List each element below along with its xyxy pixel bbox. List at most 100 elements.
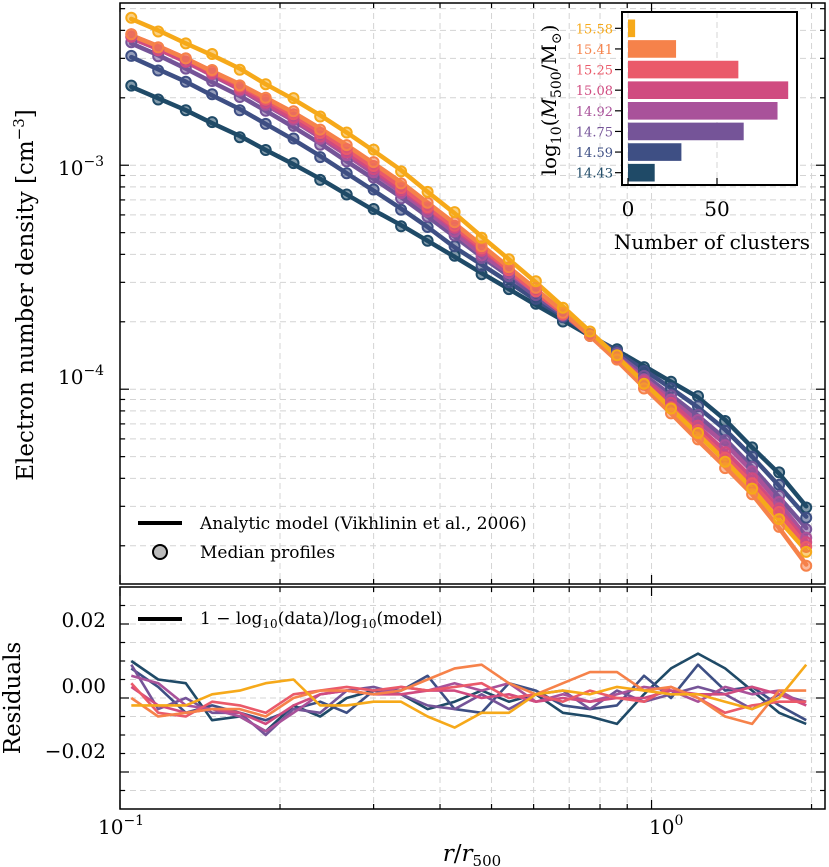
median-point-14.59-1 xyxy=(152,64,165,77)
inset-bar-14.75 xyxy=(628,122,744,141)
median-point-15.58-10 xyxy=(395,165,408,178)
median-point-14.59-5 xyxy=(259,117,272,130)
inset-ytick-label-15.41: 15.41 xyxy=(576,43,613,58)
median-point-15.41-2 xyxy=(179,52,192,65)
residual-line-14.92 xyxy=(130,674,807,733)
median-point-14.43-0 xyxy=(125,79,138,92)
inset-ytick-label-14.43: 14.43 xyxy=(576,167,613,182)
xtick-1e-1: 10−1 xyxy=(98,813,144,839)
inset-ticks: 15.58 15.41 15.25 15.08 14.92 14.75 14.59 14.43 xyxy=(576,22,718,185)
median-point-15.58-11 xyxy=(421,185,434,198)
residual-legend-label: 1 − log10(data)/log10(model) xyxy=(200,609,443,631)
median-point-14.43-22 xyxy=(719,415,732,427)
median-point-14.59-2 xyxy=(179,75,192,88)
residual-line-14.75 xyxy=(130,664,807,737)
residual-line-15.58 xyxy=(131,663,808,729)
inset-bar-15.25 xyxy=(628,60,739,79)
inset-bar-15.58 xyxy=(628,19,636,38)
inset-ytick-label-15.58: 15.58 xyxy=(576,22,613,37)
inset-x-axis-label: Number of clusters xyxy=(614,230,810,254)
median-point-14.43-25 xyxy=(800,501,813,514)
median-point-14.59-0 xyxy=(125,49,138,62)
median-point-15.41-12 xyxy=(448,216,461,229)
median-point-15.58-2 xyxy=(179,37,192,50)
median-point-14.43-6 xyxy=(287,157,300,170)
median-point-14.59-10 xyxy=(395,203,408,216)
median-point-15.41-11 xyxy=(421,196,434,209)
median-point-14.59-6 xyxy=(287,132,300,145)
inset-ytick-label-15.25: 15.25 xyxy=(576,64,613,79)
median-point-15.58-4 xyxy=(233,63,246,76)
main-ytick-1e-3: 10−3 xyxy=(58,154,104,180)
median-point-15.41-25 xyxy=(800,559,813,572)
median-point-15.58-19 xyxy=(638,377,650,390)
main-gridlines xyxy=(119,3,825,584)
main-axes-frame xyxy=(119,2,826,585)
median-point-14.59-8 xyxy=(340,167,353,180)
median-point-15.41-10 xyxy=(395,177,408,190)
median-point-15.58-22 xyxy=(719,455,732,468)
median-point-14.43-11 xyxy=(421,234,434,247)
median-point-15.41-0 xyxy=(125,28,138,41)
median-point-14.59-23 xyxy=(746,450,759,463)
inset-bar-14.59 xyxy=(628,143,682,161)
legend-data-marker xyxy=(152,544,168,560)
residual-line-15.41 xyxy=(130,663,807,726)
inset-xtick-0: 0 xyxy=(622,197,635,221)
median-point-15.58-17 xyxy=(584,325,596,338)
median-point-15.58-13 xyxy=(475,231,488,244)
inset-frame xyxy=(621,11,798,186)
median-point-14.43-8 xyxy=(340,188,353,201)
residual-ytick-0.02: 0.02 xyxy=(61,608,106,632)
median-point-14.59-7 xyxy=(314,151,327,164)
median-point-15.41-9 xyxy=(367,156,380,169)
median-point-14.43-24 xyxy=(773,466,786,479)
inset-bar-14.92 xyxy=(628,102,778,120)
main-ticks xyxy=(119,3,825,584)
median-point-15.58-25 xyxy=(800,545,813,558)
median-point-15.58-21 xyxy=(692,427,704,439)
main-y-axis-label: Electron number density [cm−3] xyxy=(10,109,39,481)
residual-ytick-0.00: 0.00 xyxy=(61,674,106,698)
residual-legend: 1 − log10(data)/log10(model) xyxy=(138,609,443,631)
median-point-15.58-3 xyxy=(206,48,219,60)
median-point-15.58-0 xyxy=(125,11,138,24)
median-point-14.59-9 xyxy=(367,183,380,196)
median-point-15.41-7 xyxy=(314,123,327,136)
median-point-14.43-3 xyxy=(206,116,219,129)
median-point-14.43-2 xyxy=(179,104,192,117)
residual-lines xyxy=(130,652,808,737)
median-point-15.41-4 xyxy=(233,79,246,92)
legend-model-label: Analytic model (Vikhlinin et al., 2006) xyxy=(199,514,527,534)
median-point-15.58-15 xyxy=(529,275,542,288)
median-point-15.58-16 xyxy=(556,301,569,314)
inset-bar-15.08 xyxy=(628,81,789,99)
median-point-15.58-1 xyxy=(152,25,165,38)
median-point-14.43-10 xyxy=(395,220,408,233)
median-point-14.43-9 xyxy=(367,203,380,215)
median-point-14.43-1 xyxy=(152,93,165,106)
median-point-14.59-11 xyxy=(421,221,434,233)
median-point-15.58-14 xyxy=(502,253,515,266)
median-point-14.43-21 xyxy=(692,390,704,403)
median-point-15.58-23 xyxy=(746,482,759,495)
median-point-14.59-4 xyxy=(233,104,246,117)
median-point-15.41-6 xyxy=(287,105,300,118)
main-ytick-1e-4: 10−4 xyxy=(58,363,104,389)
main-median-points xyxy=(125,11,813,572)
median-point-15.41-5 xyxy=(259,91,272,104)
residual-y-axis-label: Residuals xyxy=(0,642,26,755)
median-point-14.43-7 xyxy=(314,173,327,186)
inset-ytick-label-14.92: 14.92 xyxy=(576,105,613,120)
median-point-15.58-5 xyxy=(259,78,272,91)
median-point-15.58-8 xyxy=(340,126,353,139)
median-point-15.58-18 xyxy=(611,349,623,362)
inset-bars xyxy=(628,19,789,182)
median-point-15.58-24 xyxy=(773,513,786,526)
median-point-15.41-3 xyxy=(206,64,219,76)
median-point-15.58-7 xyxy=(314,110,327,123)
median-point-14.59-12 xyxy=(448,240,461,253)
inset-xtick-50: 50 xyxy=(704,197,729,221)
inset-ytick-label-15.08: 15.08 xyxy=(576,84,613,99)
